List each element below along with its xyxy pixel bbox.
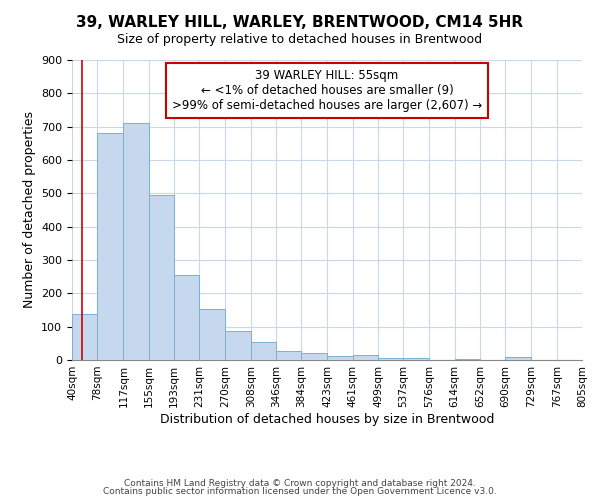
Text: Contains HM Land Registry data © Crown copyright and database right 2024.: Contains HM Land Registry data © Crown c… [124,478,476,488]
Bar [124,124,149,360]
Bar [301,352,328,360]
Bar [276,351,301,360]
Text: 39 WARLEY HILL: 55sqm
← <1% of detached houses are smaller (9)
>99% of semi-deta: 39 WARLEY HILL: 55sqm ← <1% of detached … [172,69,482,112]
Text: Contains public sector information licensed under the Open Government Licence v3: Contains public sector information licen… [103,487,497,496]
Text: 39, WARLEY HILL, WARLEY, BRENTWOOD, CM14 5HR: 39, WARLEY HILL, WARLEY, BRENTWOOD, CM14… [76,15,524,30]
Bar [328,356,353,360]
Bar [226,332,251,360]
Bar [378,358,403,360]
Bar [403,358,430,360]
Bar [505,358,532,360]
Text: Size of property relative to detached houses in Brentwood: Size of property relative to detached ho… [118,32,482,46]
Bar [72,314,97,360]
Bar [251,342,276,360]
X-axis label: Distribution of detached houses by size in Brentwood: Distribution of detached houses by size … [160,412,494,426]
Bar [353,355,378,360]
Bar [199,308,226,360]
Bar [174,275,199,360]
Bar [149,196,174,360]
Y-axis label: Number of detached properties: Number of detached properties [23,112,35,308]
Bar [97,132,124,360]
